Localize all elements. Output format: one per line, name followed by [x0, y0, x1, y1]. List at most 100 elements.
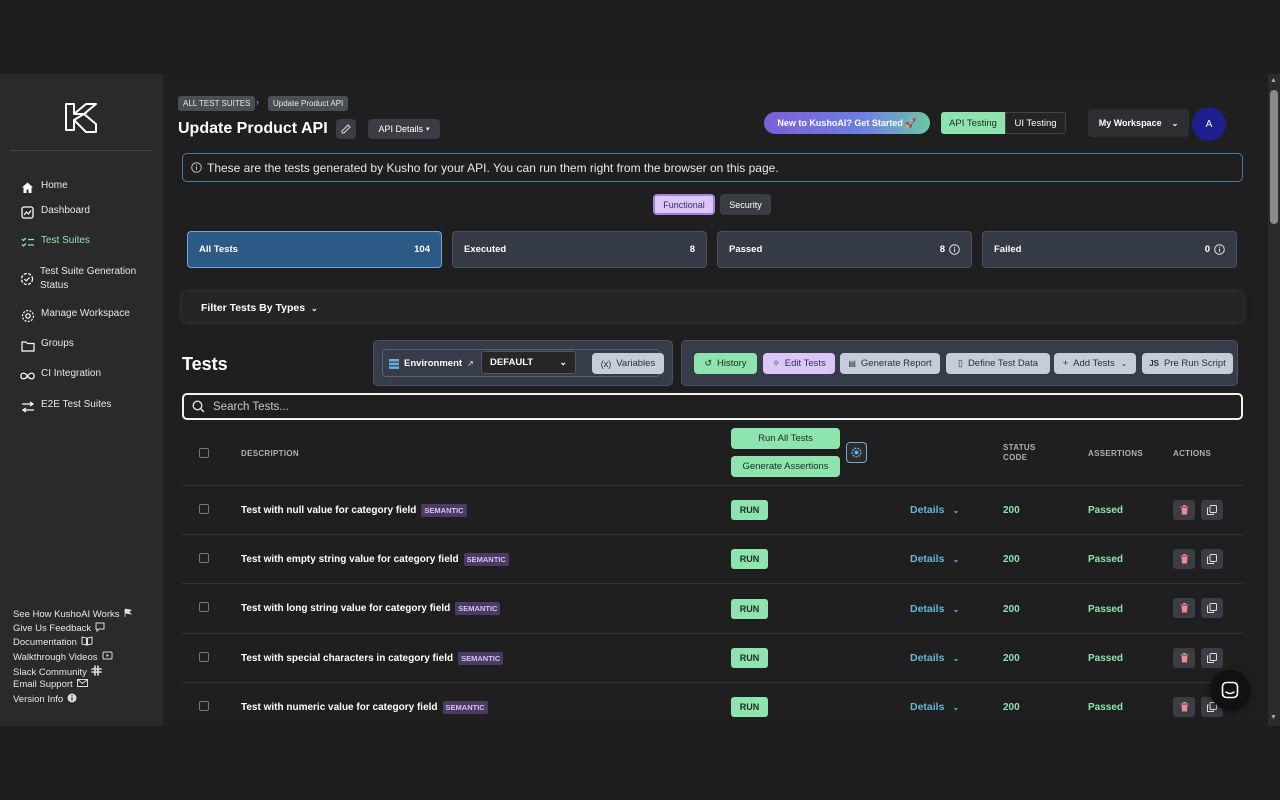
trash-icon — [1180, 653, 1188, 663]
status-code: 200 — [1003, 604, 1020, 615]
run-button[interactable]: RUN — [731, 599, 768, 619]
run-button[interactable]: RUN — [731, 500, 768, 520]
test-tag: SEMANTIC — [442, 701, 488, 714]
progress-icon — [20, 271, 34, 286]
footer-email[interactable]: Email Support — [13, 679, 88, 690]
row-divider — [182, 583, 1243, 584]
trash-icon — [1180, 702, 1188, 712]
scroll-up-icon[interactable]: ▲ — [1270, 77, 1277, 84]
environment-link[interactable]: Environment ↗ — [389, 358, 474, 369]
footer-version-info[interactable]: Version Info — [13, 693, 77, 706]
stat-all-tests[interactable]: All Tests 104 — [187, 231, 442, 268]
breadcrumb-current: Update Product API — [268, 96, 349, 111]
kusho-logo[interactable] — [60, 96, 102, 138]
filter-tests-by-types[interactable]: Filter Tests By Types ⌄ — [182, 292, 1243, 322]
sidebar-item-dashboard[interactable]: Dashboard — [20, 205, 90, 220]
chevron-down-icon: ⌄ — [310, 304, 318, 313]
row-checkbox[interactable] — [199, 602, 209, 612]
run-button[interactable]: RUN — [731, 697, 768, 717]
generate-report-button[interactable]: ▤ Generate Report — [840, 353, 940, 374]
history-icon: ↺ — [704, 358, 712, 368]
generate-assertions-button[interactable]: Generate Assertions — [731, 456, 840, 477]
sidebar-item-manage-workspace[interactable]: Manage Workspace — [20, 308, 130, 323]
footer-see-how[interactable]: See How KushoAI Works — [13, 608, 133, 621]
row-checkbox[interactable] — [199, 553, 209, 563]
info-banner: These are the tests generated by Kusho f… — [182, 153, 1243, 182]
status-code: 200 — [1003, 702, 1020, 713]
search-input[interactable]: Search Tests... — [213, 400, 289, 413]
delete-button[interactable] — [1173, 648, 1195, 668]
edit-title-button[interactable] — [336, 119, 356, 139]
footer-slack[interactable]: Slack Community — [13, 665, 102, 679]
copy-icon — [1207, 505, 1217, 515]
add-tests-button[interactable]: + Add Tests ⌄ — [1054, 353, 1136, 374]
stat-executed[interactable]: Executed 8 — [452, 231, 707, 268]
tab-functional[interactable]: Functional — [653, 194, 715, 215]
define-test-data-button[interactable]: ▯ Define Test Data — [946, 353, 1050, 374]
delete-button[interactable] — [1173, 697, 1195, 717]
variables-button[interactable]: (x) Variables — [592, 353, 664, 374]
run-all-tests-button[interactable]: Run All Tests — [731, 428, 840, 449]
details-label: Details — [910, 553, 945, 565]
sidebar-item-test-suites[interactable]: Test Suites — [20, 235, 90, 250]
stat-passed[interactable]: Passed 8 — [717, 231, 972, 268]
page-scrollbar[interactable]: ▲ ▼ — [1268, 74, 1280, 726]
search-bar[interactable]: Search Tests... — [182, 393, 1243, 420]
tab-api-testing[interactable]: API Testing — [941, 112, 1005, 134]
run-settings-button[interactable] — [846, 442, 867, 463]
run-button[interactable]: RUN — [731, 549, 768, 569]
sidebar-item-label: E2E Test Suites — [41, 399, 112, 410]
stat-value: 8 — [939, 244, 945, 255]
copy-button[interactable] — [1201, 598, 1223, 618]
details-toggle[interactable]: Details ⌄ — [910, 553, 959, 565]
test-name: Test with special characters in category… — [241, 653, 454, 664]
get-started-button[interactable]: New to KushoAI? Get Started 🚀 — [764, 112, 930, 134]
stat-failed[interactable]: Failed 0 — [982, 231, 1237, 268]
workspace-selector[interactable]: My Workspace ⌄ — [1088, 109, 1189, 137]
sidebar-item-groups[interactable]: Groups — [20, 338, 74, 353]
pre-run-script-label: Pre Run Script — [1164, 358, 1226, 369]
history-button[interactable]: ↺ History — [694, 353, 757, 374]
column-header-actions: ACTIONS — [1173, 449, 1212, 458]
chevron-down-icon: ⌄ — [1171, 118, 1179, 128]
flag-icon — [123, 608, 133, 621]
assertion-result: Passed — [1088, 653, 1124, 664]
sidebar: Home Dashboard Test Suites Test Suite Ge… — [0, 74, 163, 726]
api-details-button[interactable]: API Details ▾ — [368, 119, 440, 139]
copy-button[interactable] — [1201, 549, 1223, 569]
details-toggle[interactable]: Details ⌄ — [910, 652, 959, 664]
chat-support-button[interactable] — [1210, 670, 1250, 710]
footer-feedback[interactable]: Give Us Feedback — [13, 622, 105, 635]
sidebar-item-ci-integration[interactable]: CI Integration — [20, 368, 101, 383]
pre-run-script-button[interactable]: JS Pre Run Script — [1142, 353, 1233, 374]
tab-security[interactable]: Security — [720, 194, 771, 215]
details-toggle[interactable]: Details ⌄ — [910, 603, 959, 615]
copy-button[interactable] — [1201, 648, 1223, 668]
copy-button[interactable] — [1201, 500, 1223, 520]
row-checkbox[interactable] — [199, 652, 209, 662]
stat-label: Failed — [994, 244, 1022, 255]
row-checkbox[interactable] — [199, 701, 209, 711]
delete-button[interactable] — [1173, 598, 1195, 618]
edit-tests-button[interactable]: ✧ Edit Tests — [763, 353, 835, 374]
sidebar-item-home[interactable]: Home — [20, 180, 68, 195]
scrollbar-thumb[interactable] — [1270, 90, 1278, 224]
delete-button[interactable] — [1173, 500, 1195, 520]
environment-select[interactable]: DEFAULT ⌄ — [481, 351, 576, 374]
details-toggle[interactable]: Details ⌄ — [910, 504, 959, 516]
sidebar-item-e2e-test-suites[interactable]: E2E Test Suites — [20, 399, 111, 414]
select-all-checkbox[interactable] — [199, 448, 209, 458]
delete-button[interactable] — [1173, 549, 1195, 569]
row-checkbox[interactable] — [199, 504, 209, 514]
avatar[interactable]: A — [1192, 107, 1226, 141]
run-button[interactable]: RUN — [731, 648, 768, 668]
breadcrumb-all-test-suites[interactable]: ALL TEST SUITES — [178, 96, 256, 111]
sidebar-item-generation-status[interactable]: Test Suite Generation Status — [20, 265, 140, 293]
trash-icon — [1180, 554, 1188, 564]
footer-walkthrough[interactable]: Walkthrough Videos — [13, 651, 113, 663]
scroll-down-icon[interactable]: ▼ — [1270, 714, 1277, 721]
infinity-icon — [20, 368, 35, 383]
footer-documentation[interactable]: Documentation — [13, 636, 93, 649]
details-toggle[interactable]: Details ⌄ — [910, 701, 959, 713]
tab-ui-testing[interactable]: UI Testing — [1005, 112, 1066, 134]
